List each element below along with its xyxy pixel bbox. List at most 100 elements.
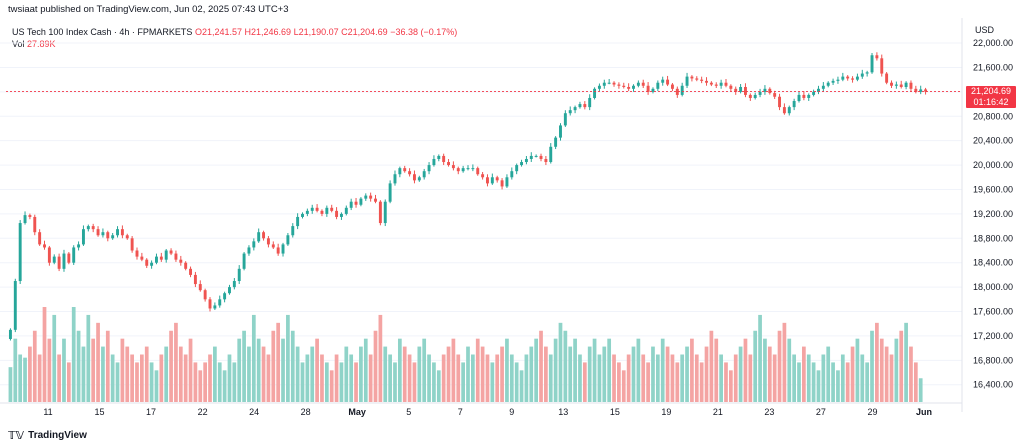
candle-body bbox=[120, 229, 124, 236]
candle-body bbox=[860, 73, 864, 77]
price-tick-label: 20,400.00 bbox=[973, 136, 1013, 146]
volume-bar bbox=[913, 362, 918, 402]
candle-body bbox=[714, 84, 718, 86]
candle-body bbox=[607, 82, 611, 84]
volume-bar bbox=[417, 346, 422, 402]
price-chart[interactable]: USD 16,400.00 16,800.00 17,200.00 17,600.00… bbox=[0, 18, 1024, 418]
candle-body bbox=[57, 256, 61, 269]
candle-body bbox=[812, 91, 816, 95]
candle-body bbox=[617, 84, 621, 86]
volume-bar bbox=[446, 346, 451, 402]
volume-bar bbox=[548, 354, 553, 402]
price-tick-label: 22,000.00 bbox=[973, 38, 1013, 48]
candle-body bbox=[817, 88, 820, 92]
candle-body bbox=[729, 85, 733, 89]
candle-body bbox=[38, 232, 42, 245]
candle-body bbox=[515, 165, 519, 172]
volume-bar bbox=[675, 362, 680, 402]
candle-body bbox=[359, 198, 363, 205]
volume-bar bbox=[714, 338, 719, 402]
candle-body bbox=[218, 299, 222, 306]
candle-body bbox=[627, 86, 631, 89]
candle-body bbox=[792, 101, 796, 108]
candle-body bbox=[524, 158, 528, 163]
candle-body bbox=[403, 168, 407, 172]
candle-body bbox=[252, 241, 256, 248]
candle-body bbox=[724, 82, 728, 86]
candle-body bbox=[169, 250, 173, 254]
candle-body bbox=[451, 165, 455, 169]
volume-bar bbox=[787, 338, 792, 402]
candle-body bbox=[875, 55, 879, 59]
publisher-line: twsiaat published on TradingView.com, Ju… bbox=[8, 4, 289, 15]
volume-bar bbox=[412, 362, 417, 402]
volume-bar bbox=[227, 354, 232, 402]
ohlc-low: L21,190.07 bbox=[293, 27, 339, 37]
candle-body bbox=[266, 238, 270, 245]
candle-body bbox=[670, 84, 674, 89]
volume-bar bbox=[8, 367, 13, 402]
volume-bar bbox=[339, 362, 344, 402]
candle-body bbox=[193, 274, 197, 285]
volume-bar bbox=[568, 346, 573, 402]
volume-bar bbox=[13, 338, 18, 402]
volume-bar bbox=[534, 338, 539, 402]
volume-bar bbox=[368, 354, 373, 402]
candle-body bbox=[851, 78, 855, 80]
volume-bar bbox=[544, 346, 548, 402]
volume-label: Vol bbox=[12, 39, 25, 49]
volume-bar bbox=[806, 354, 811, 402]
time-tick-label: 17 bbox=[146, 407, 156, 417]
candle-body bbox=[310, 207, 314, 211]
candle-body bbox=[773, 93, 777, 97]
volume-bar bbox=[845, 362, 850, 402]
volume-bar bbox=[855, 338, 860, 402]
candle-body bbox=[159, 256, 163, 260]
volume-bar bbox=[461, 362, 465, 402]
volume-bar bbox=[485, 354, 490, 402]
volume-bar bbox=[441, 354, 446, 402]
volume-bar bbox=[879, 338, 884, 402]
candle-body bbox=[101, 232, 105, 236]
volume-bar bbox=[62, 338, 66, 402]
volume-bar bbox=[826, 346, 831, 402]
volume-bar bbox=[811, 362, 816, 402]
candle-body bbox=[456, 168, 460, 172]
time-tick-label: 29 bbox=[867, 407, 877, 417]
volume-bar bbox=[242, 330, 246, 402]
candle-body bbox=[155, 256, 158, 263]
volume-bar bbox=[821, 354, 826, 402]
volume-bar bbox=[140, 354, 144, 402]
candle-body bbox=[130, 238, 134, 251]
candle-body bbox=[77, 244, 81, 248]
candle-body bbox=[914, 88, 918, 92]
candle-body bbox=[67, 253, 71, 263]
price-tick-label: 18,400.00 bbox=[973, 258, 1013, 268]
volume-bar bbox=[110, 354, 115, 402]
candle-body bbox=[919, 89, 923, 92]
volume-bar bbox=[602, 346, 607, 402]
volume-bar bbox=[295, 346, 300, 402]
volume-bar bbox=[524, 354, 529, 402]
volume-bar bbox=[758, 314, 762, 402]
volume-bar bbox=[91, 338, 96, 402]
candle-body bbox=[622, 85, 626, 87]
volume-bar bbox=[772, 354, 777, 402]
candle-body bbox=[602, 82, 606, 86]
candle-body bbox=[408, 171, 412, 175]
time-tick-label: 28 bbox=[301, 407, 311, 417]
volume-bar bbox=[597, 354, 602, 402]
symbol-name[interactable]: US Tech 100 Index Cash · 4h · FPMARKETS bbox=[12, 27, 193, 37]
candle-body bbox=[374, 198, 377, 202]
volume-bar bbox=[174, 322, 178, 402]
volume-bar bbox=[281, 338, 285, 402]
candle-body bbox=[787, 107, 791, 114]
candle-body bbox=[305, 210, 309, 214]
volume-bar bbox=[699, 362, 704, 402]
symbol-info: US Tech 100 Index Cash · 4h · FPMARKETS … bbox=[12, 27, 457, 37]
volume-bar bbox=[617, 362, 621, 402]
tradingview-logo-icon: 𝕋𝕍 bbox=[8, 430, 25, 442]
volume-bar bbox=[889, 354, 894, 402]
price-tick-label: 17,600.00 bbox=[973, 307, 1013, 317]
candle-body bbox=[23, 215, 27, 224]
